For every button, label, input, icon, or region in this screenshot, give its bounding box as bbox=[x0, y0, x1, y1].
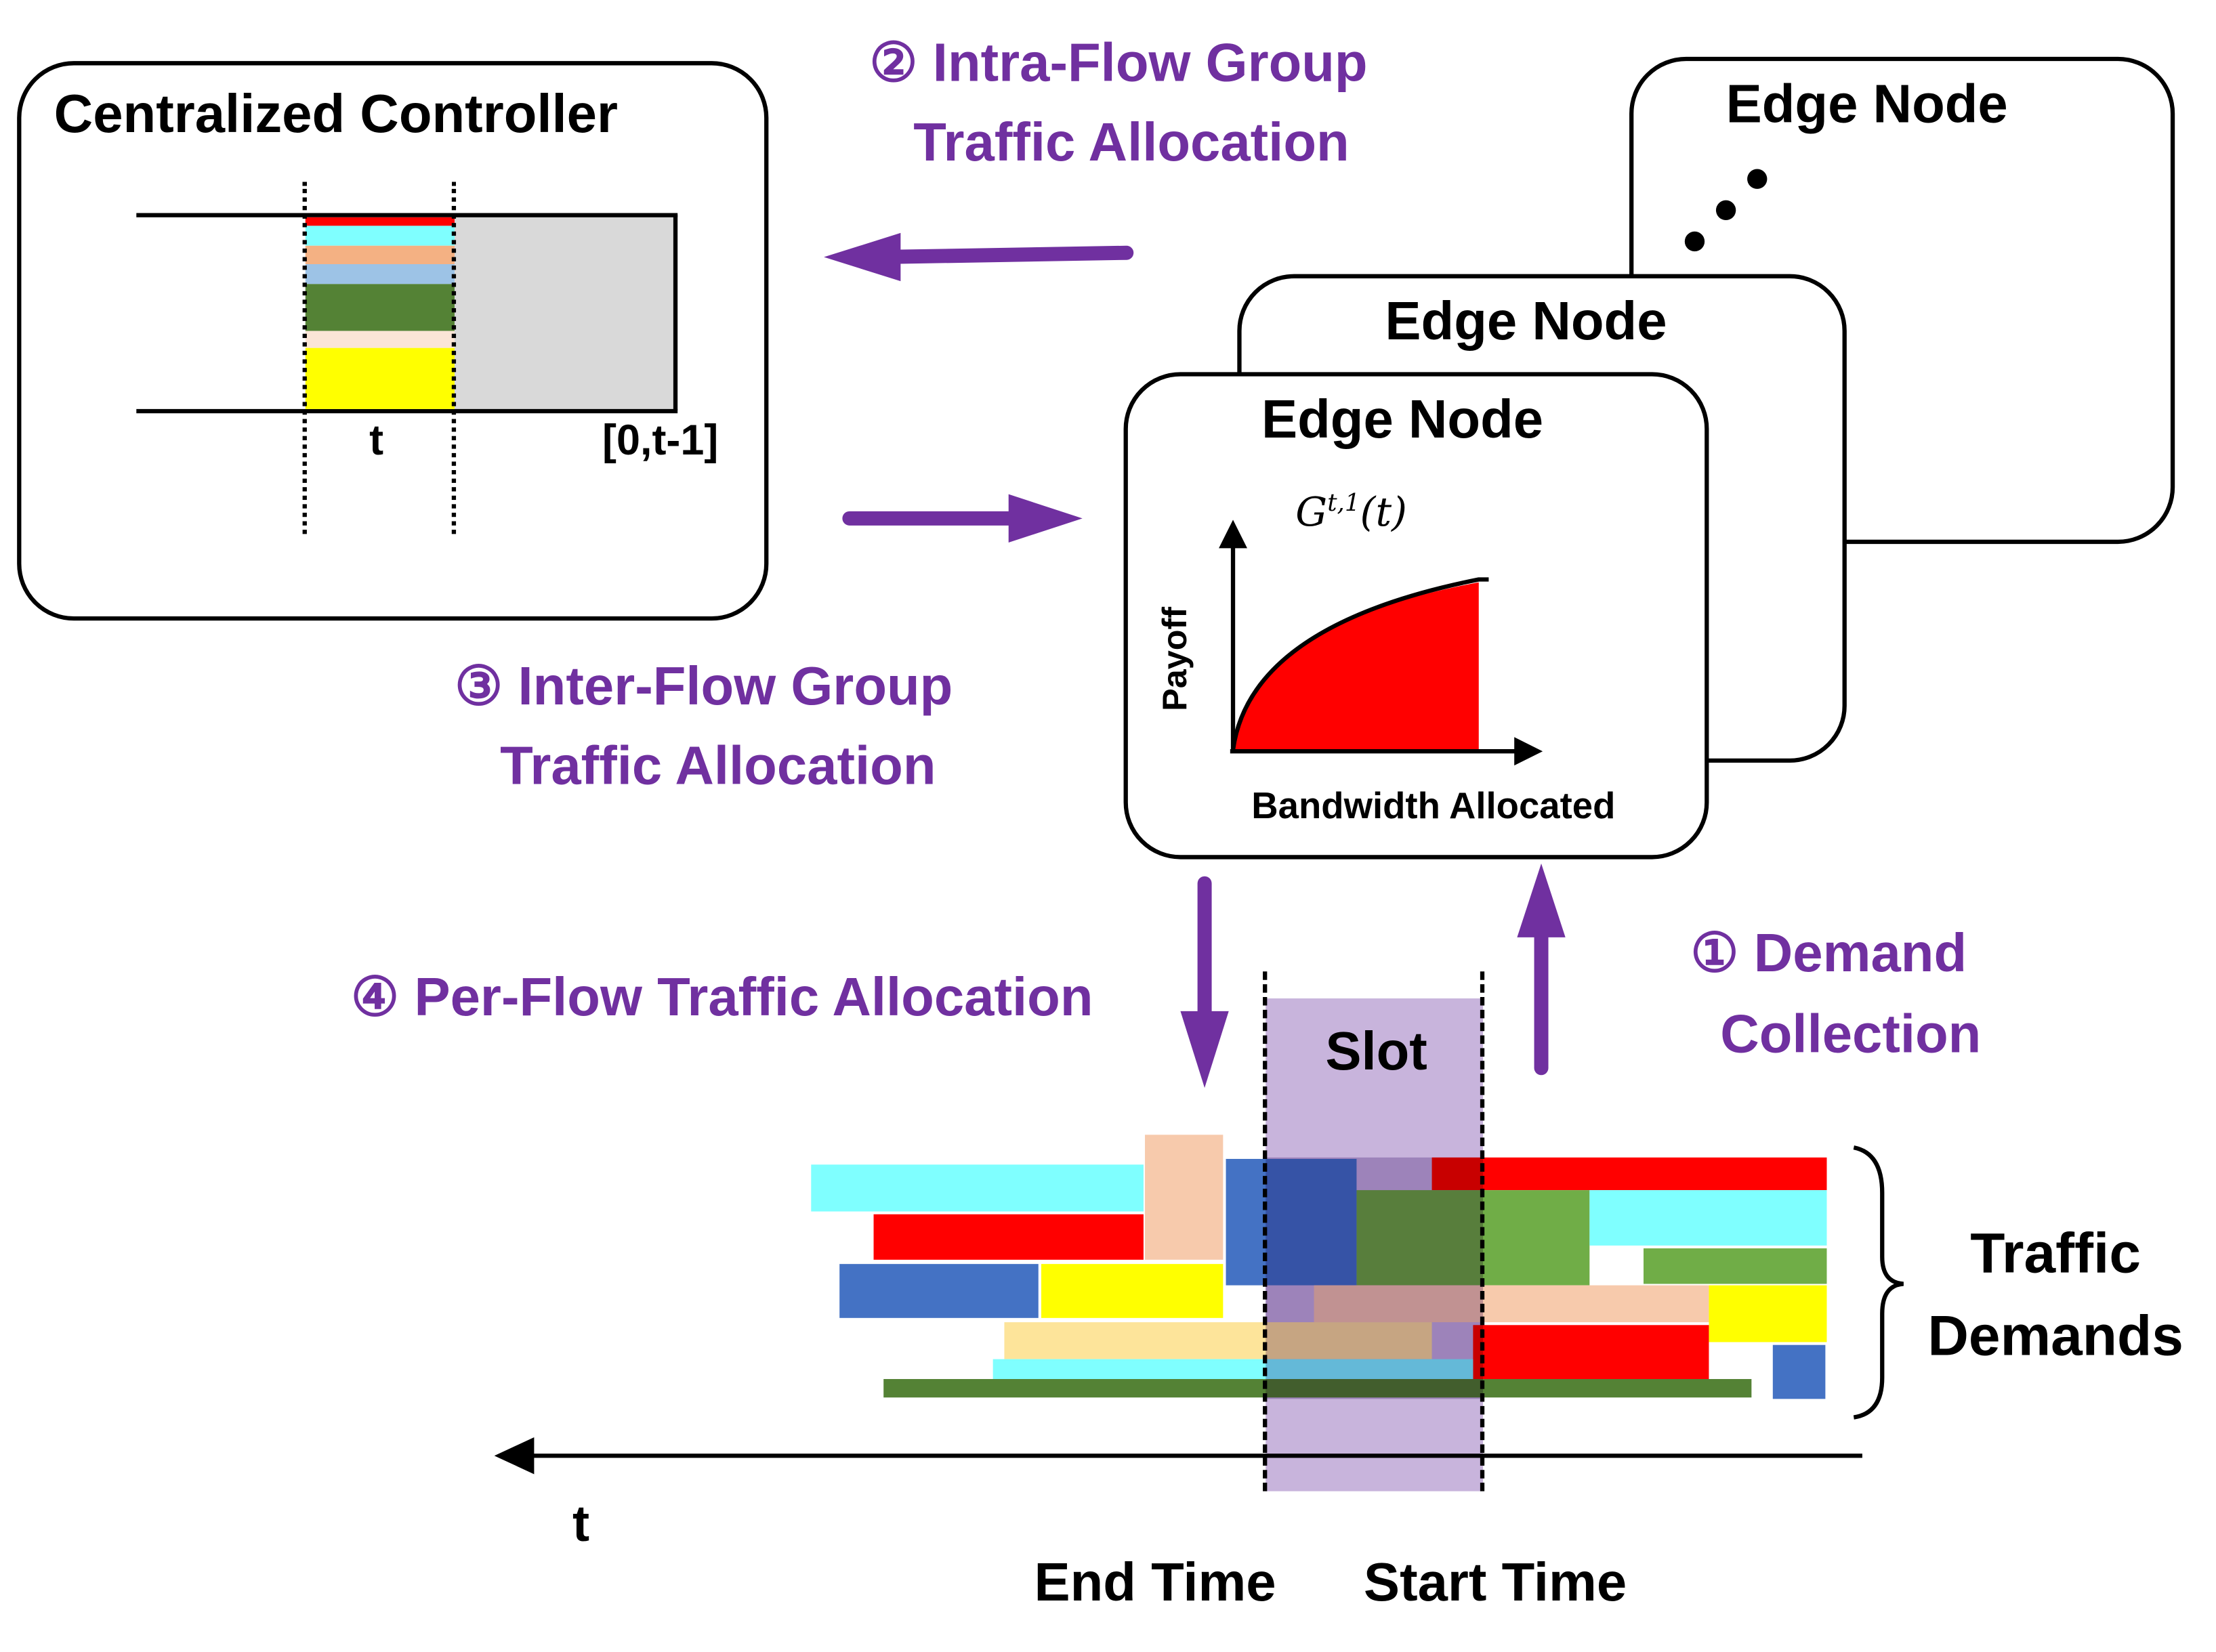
x-axis-arrow-icon bbox=[1514, 737, 1543, 766]
pipe-bottom-line bbox=[136, 408, 678, 414]
step4-label: ④ Per-Flow Traffic Allocation bbox=[350, 969, 1093, 1029]
end-time-dashed-line bbox=[1263, 971, 1268, 1491]
step1-label-line2: Collection bbox=[1720, 1005, 1982, 1065]
traffic-demand-bar bbox=[1643, 1248, 1827, 1284]
alloc-red bbox=[305, 217, 455, 226]
payoff-curve bbox=[1230, 577, 1489, 750]
traffic-demand-bar bbox=[839, 1264, 1039, 1318]
alloc-peach bbox=[305, 245, 455, 265]
traffic-demands-label-line1: Traffic bbox=[1970, 1223, 2141, 1286]
arrow-step3-head-icon bbox=[1008, 494, 1083, 543]
alloc-lightpeach bbox=[305, 331, 455, 348]
slot-right-dotted-line bbox=[451, 182, 457, 534]
alloc-yellow bbox=[305, 347, 455, 409]
payoff-area bbox=[1233, 582, 1479, 750]
traffic-demand-bar bbox=[873, 1214, 1144, 1260]
traffic-demand-bar bbox=[1473, 1325, 1709, 1379]
step3-label-line2: Traffic Allocation bbox=[500, 737, 936, 797]
alloc-lightblue bbox=[305, 264, 455, 284]
time-axis-label: t bbox=[572, 1494, 590, 1552]
pipe-top-line bbox=[136, 213, 678, 217]
arrow-step4-head-icon bbox=[1180, 1011, 1229, 1088]
arrow-step2-head-icon bbox=[824, 232, 901, 282]
step2-label-line2: Traffic Allocation bbox=[913, 113, 1350, 173]
slot-overlay bbox=[1266, 1157, 1484, 1399]
end-time-label: End Time bbox=[1034, 1553, 1276, 1613]
controller-t-label: t bbox=[369, 417, 384, 465]
alloc-green bbox=[305, 284, 455, 331]
controller-range-label: [0,t-1] bbox=[602, 417, 719, 465]
curve-label-sup: t,1 bbox=[1327, 489, 1360, 518]
step2-label-line1: ② Intra-Flow Group bbox=[869, 34, 1368, 94]
traffic-demand-bar bbox=[1772, 1344, 1826, 1399]
traffic-demand-bar bbox=[1431, 1157, 1827, 1191]
payoff-x-label: Bandwidth Allocated bbox=[1251, 784, 1616, 827]
time-axis-arrow-icon bbox=[494, 1437, 535, 1475]
history-allocation-block bbox=[454, 214, 678, 410]
traffic-demand-bar bbox=[1041, 1264, 1224, 1318]
traffic-demand-bar bbox=[1145, 1135, 1224, 1260]
curve-label-g: G bbox=[1295, 488, 1328, 536]
edge-node-title-back: Edge Node bbox=[1726, 75, 2008, 135]
traffic-demands-label-line2: Demands bbox=[1927, 1305, 2183, 1368]
y-axis-arrow-icon bbox=[1219, 520, 1247, 549]
step3-label-line1: ③ Inter-Flow Group bbox=[454, 657, 953, 717]
slot-label: Slot bbox=[1325, 1022, 1427, 1082]
traffic-demands-brace-icon bbox=[1853, 1145, 1904, 1420]
slot-left-dotted-line bbox=[302, 182, 307, 534]
payoff-curve-label: Gt,1(t) bbox=[1295, 488, 1407, 535]
start-time-label: Start Time bbox=[1363, 1553, 1627, 1613]
controller-title: Centralized Controller bbox=[54, 85, 619, 145]
step1-label-line1: ① Demand bbox=[1690, 925, 1967, 985]
alloc-cyan bbox=[305, 226, 455, 246]
arrow-step2 bbox=[873, 245, 1134, 265]
traffic-demand-bar bbox=[1709, 1285, 1827, 1342]
arrow-step1-head-icon bbox=[1517, 863, 1566, 937]
edge-node-title-middle: Edge Node bbox=[1385, 292, 1667, 353]
traffic-demand-bar bbox=[811, 1164, 1144, 1212]
curve-label-arg: (t) bbox=[1360, 488, 1407, 536]
traffic-demand-bar bbox=[1589, 1190, 1827, 1246]
edge-node-title-front: Edge Node bbox=[1261, 390, 1544, 450]
start-time-dashed-line bbox=[1480, 971, 1485, 1491]
